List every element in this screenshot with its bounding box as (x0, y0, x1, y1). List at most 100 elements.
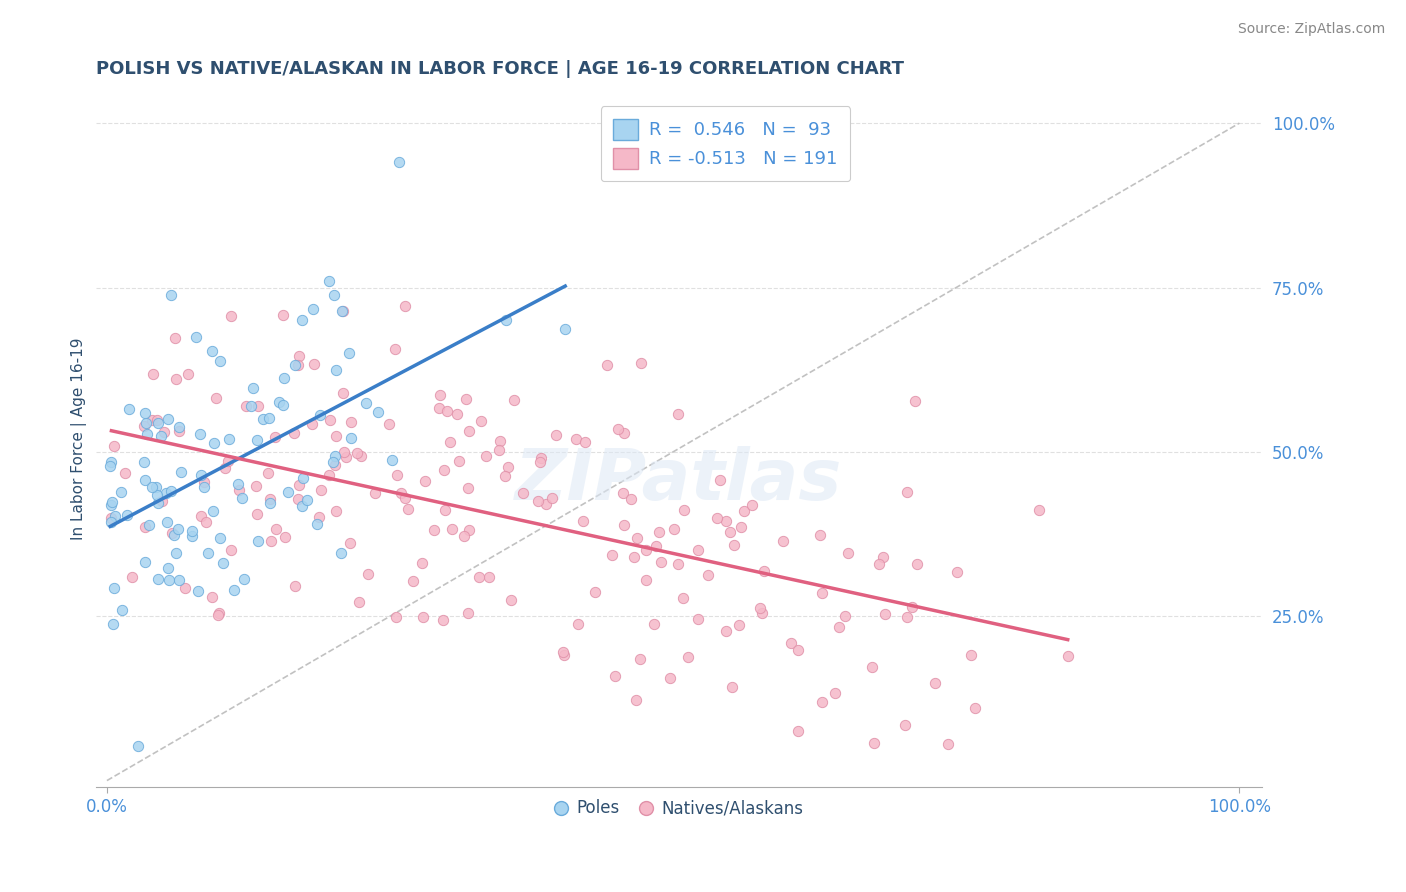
Point (754, 564, 776, 578)
Point (247, 399, 270, 413)
Point (385, 610, 408, 624)
Point (644, 539, 666, 553)
Point (718, 524, 741, 539)
Point (146, 573, 169, 587)
Legend: Poles, Natives/Alaskans: Poles, Natives/Alaskans (548, 793, 810, 824)
Point (318, 274, 340, 288)
Point (201, 343, 224, 358)
Point (924, 675, 946, 690)
Point (271, 308, 294, 322)
Point (394, 491, 416, 506)
Point (100, 498, 122, 512)
Point (246, 534, 269, 549)
Point (901, 600, 924, 615)
Point (706, 511, 728, 525)
Point (160, 288, 183, 302)
Point (662, 522, 685, 536)
Point (673, 502, 696, 516)
Point (339, 535, 361, 549)
Point (325, 429, 347, 443)
Point (786, 724, 808, 739)
Point (456, 392, 478, 406)
Point (101, 617, 124, 632)
Point (544, 428, 567, 442)
Point (252, 412, 274, 426)
Point (963, 701, 986, 715)
Point (449, 454, 471, 468)
Point (696, 568, 718, 582)
Point (429, 388, 451, 402)
Point (648, 525, 671, 540)
Point (733, 504, 755, 518)
Point (488, 442, 510, 457)
Point (291, 500, 314, 514)
Point (264, 522, 287, 536)
Point (412, 609, 434, 624)
Point (207, 608, 229, 623)
Point (246, 507, 269, 521)
Point (572, 514, 595, 528)
Point (337, 345, 360, 359)
Point (1028, 503, 1050, 517)
Point (259, 492, 281, 507)
Point (354, 395, 377, 409)
Point (323, 450, 346, 464)
Point (138, 518, 160, 533)
Point (100, 495, 122, 509)
Point (596, 358, 619, 372)
Point (554, 322, 576, 336)
Text: POLISH VS NATIVE/ALASKAN IN LABOR FORCE | AGE 16-19 CORRELATION CHART: POLISH VS NATIVE/ALASKAN IN LABOR FORCE … (96, 60, 904, 78)
Point (714, 515, 737, 529)
Point (214, 461, 236, 475)
Point (396, 502, 419, 516)
Text: Source: ZipAtlas.com: Source: ZipAtlas.com (1237, 22, 1385, 37)
Point (194, 515, 217, 529)
Point (367, 404, 389, 418)
Point (322, 455, 344, 469)
Point (630, 356, 652, 370)
Point (319, 413, 342, 427)
Point (834, 609, 856, 624)
Point (619, 491, 641, 506)
Point (228, 483, 250, 497)
Point (167, 573, 190, 587)
Point (205, 391, 228, 405)
Point (134, 520, 156, 534)
Point (440, 522, 463, 536)
Point (676, 650, 699, 665)
Point (100, 515, 122, 529)
Point (453, 529, 475, 543)
Point (808, 528, 831, 542)
Point (224, 582, 246, 597)
Point (394, 299, 416, 313)
Point (709, 473, 731, 487)
Point (167, 424, 190, 438)
Point (714, 624, 737, 638)
Point (134, 473, 156, 487)
Point (721, 680, 744, 694)
Point (174, 582, 197, 596)
Point (495, 313, 517, 327)
Point (325, 363, 347, 377)
Point (602, 548, 624, 562)
Point (811, 695, 834, 709)
Point (624, 693, 647, 707)
Point (541, 491, 564, 506)
Point (221, 309, 243, 323)
Point (904, 393, 927, 408)
Point (567, 617, 589, 632)
Point (330, 304, 353, 318)
Point (551, 645, 574, 659)
Point (333, 444, 356, 458)
Point (730, 520, 752, 534)
Point (666, 557, 689, 571)
Point (163, 331, 186, 345)
Point (170, 465, 193, 479)
Point (458, 424, 481, 438)
Point (193, 479, 215, 493)
Point (283, 425, 305, 440)
Point (181, 528, 204, 542)
Point (103, 439, 125, 453)
Point (1056, 648, 1078, 663)
Point (658, 672, 681, 686)
